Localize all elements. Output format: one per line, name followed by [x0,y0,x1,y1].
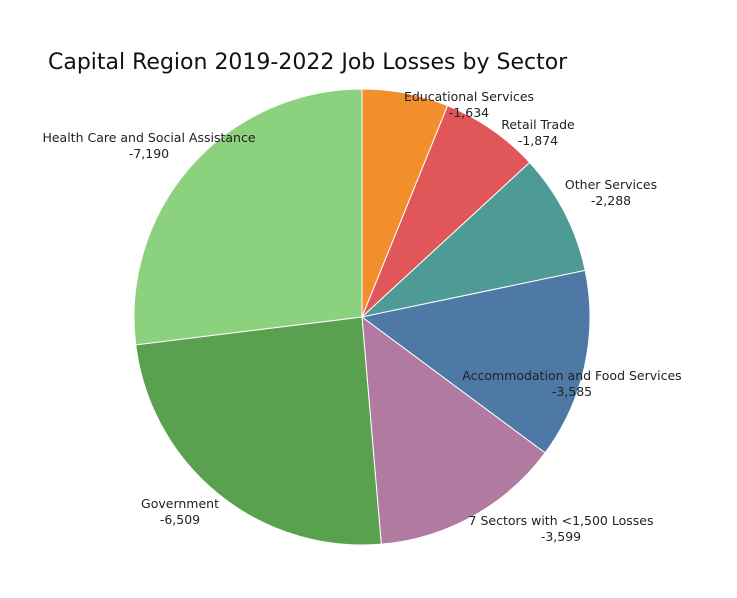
slice-label-health-care-and-social-assistance: Health Care and Social Assistance [42,130,255,145]
slice-value-government: -6,509 [160,512,200,527]
pie-slice-government [135,316,382,546]
pie-slice-accommodation-and-food-services [360,269,591,454]
slice-value-retail-trade: -1,874 [518,133,558,148]
pie-slices [133,88,591,546]
pie-slice-health-care-and-social-assistance [133,88,363,346]
slice-value-7-sectors-with-1-500-losses: -3,599 [541,529,581,544]
slice-label-accommodation-and-food-services: Accommodation and Food Services [462,368,681,383]
pie-slice-7-sectors-with-1-500-losses [361,315,546,545]
slice-label-retail-trade: Retail Trade [501,117,575,132]
slice-value-educational-services: -1,634 [449,105,489,120]
pie-labels: Educational Services-1,634 Retail Trade-1… [42,89,681,544]
pie-slice-other-services [360,161,586,318]
slice-label-government: Government [141,496,219,511]
slice-label-7-sectors-with-1-500-losses: 7 Sectors with <1,500 Losses [469,513,654,528]
slice-value-accommodation-and-food-services: -3,585 [552,384,592,399]
slice-value-health-care-and-social-assistance: -7,190 [129,146,169,161]
chart-title: Capital Region 2019-2022 Job Losses by S… [48,50,568,75]
slice-label-educational-services: Educational Services [404,89,534,104]
slice-value-other-services: -2,288 [591,193,631,208]
slice-label-other-services: Other Services [565,177,657,192]
